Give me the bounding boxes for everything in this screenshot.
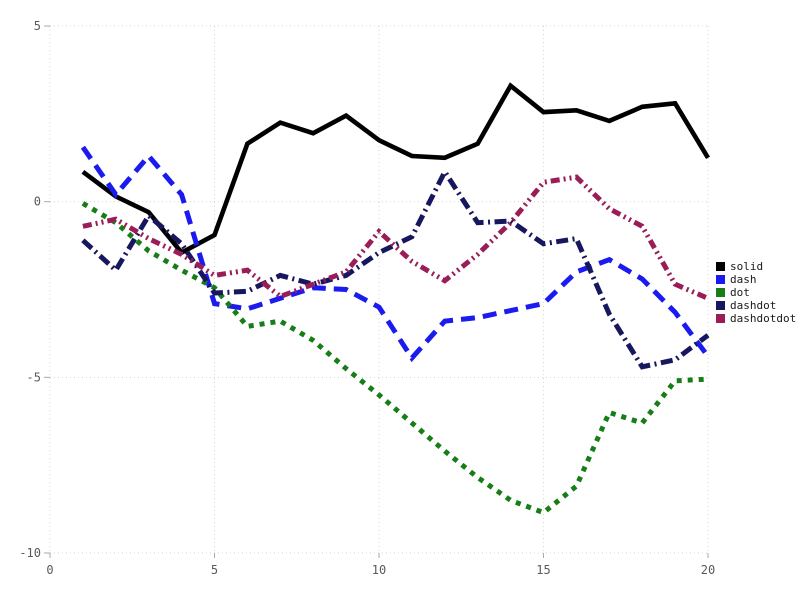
gridlines bbox=[49, 25, 710, 554]
legend-label: dash bbox=[730, 273, 757, 286]
legend-swatch-dashdotdot bbox=[716, 314, 725, 323]
legend-item-dashdotdot: dashdotdot bbox=[716, 313, 796, 324]
legend-item-dashdot: dashdot bbox=[716, 300, 796, 311]
y-tick-labels: -10 -5 0 5 bbox=[19, 19, 41, 560]
legend-label: dashdotdot bbox=[730, 312, 797, 325]
x-tick-labels: 0 5 10 15 20 bbox=[46, 563, 715, 577]
legend-label: dot bbox=[730, 286, 750, 299]
x-tick-label: 5 bbox=[211, 563, 218, 577]
series-dashdot-line bbox=[81, 166, 710, 370]
x-tick-label: 20 bbox=[701, 563, 715, 577]
series-dashdotdot-line bbox=[82, 174, 709, 301]
x-tick-label: 10 bbox=[372, 563, 386, 577]
series-dash-line bbox=[80, 145, 711, 363]
legend-item-dash: dash bbox=[716, 274, 796, 285]
legend-swatch-dash bbox=[716, 275, 725, 284]
x-tick-label: 0 bbox=[46, 563, 53, 577]
y-tick-label: -10 bbox=[19, 546, 41, 560]
series-solid-line bbox=[81, 82, 710, 256]
series-dot-line bbox=[81, 201, 709, 516]
legend-label: dashdot bbox=[730, 299, 777, 312]
legend-swatch-dashdot bbox=[716, 301, 725, 310]
tick-marks bbox=[44, 25, 709, 558]
legend: solid dash dot dashdot dashdotdot bbox=[716, 261, 796, 324]
legend-item-solid: solid bbox=[716, 261, 796, 272]
y-tick-label: 0 bbox=[34, 195, 41, 209]
legend-item-dot: dot bbox=[716, 287, 796, 298]
legend-swatch-solid bbox=[716, 262, 725, 271]
y-tick-label: 5 bbox=[34, 19, 41, 33]
y-tick-label: -5 bbox=[27, 370, 41, 384]
legend-swatch-dot bbox=[716, 288, 725, 297]
x-tick-label: 15 bbox=[536, 563, 550, 577]
legend-label: solid bbox=[730, 260, 764, 273]
